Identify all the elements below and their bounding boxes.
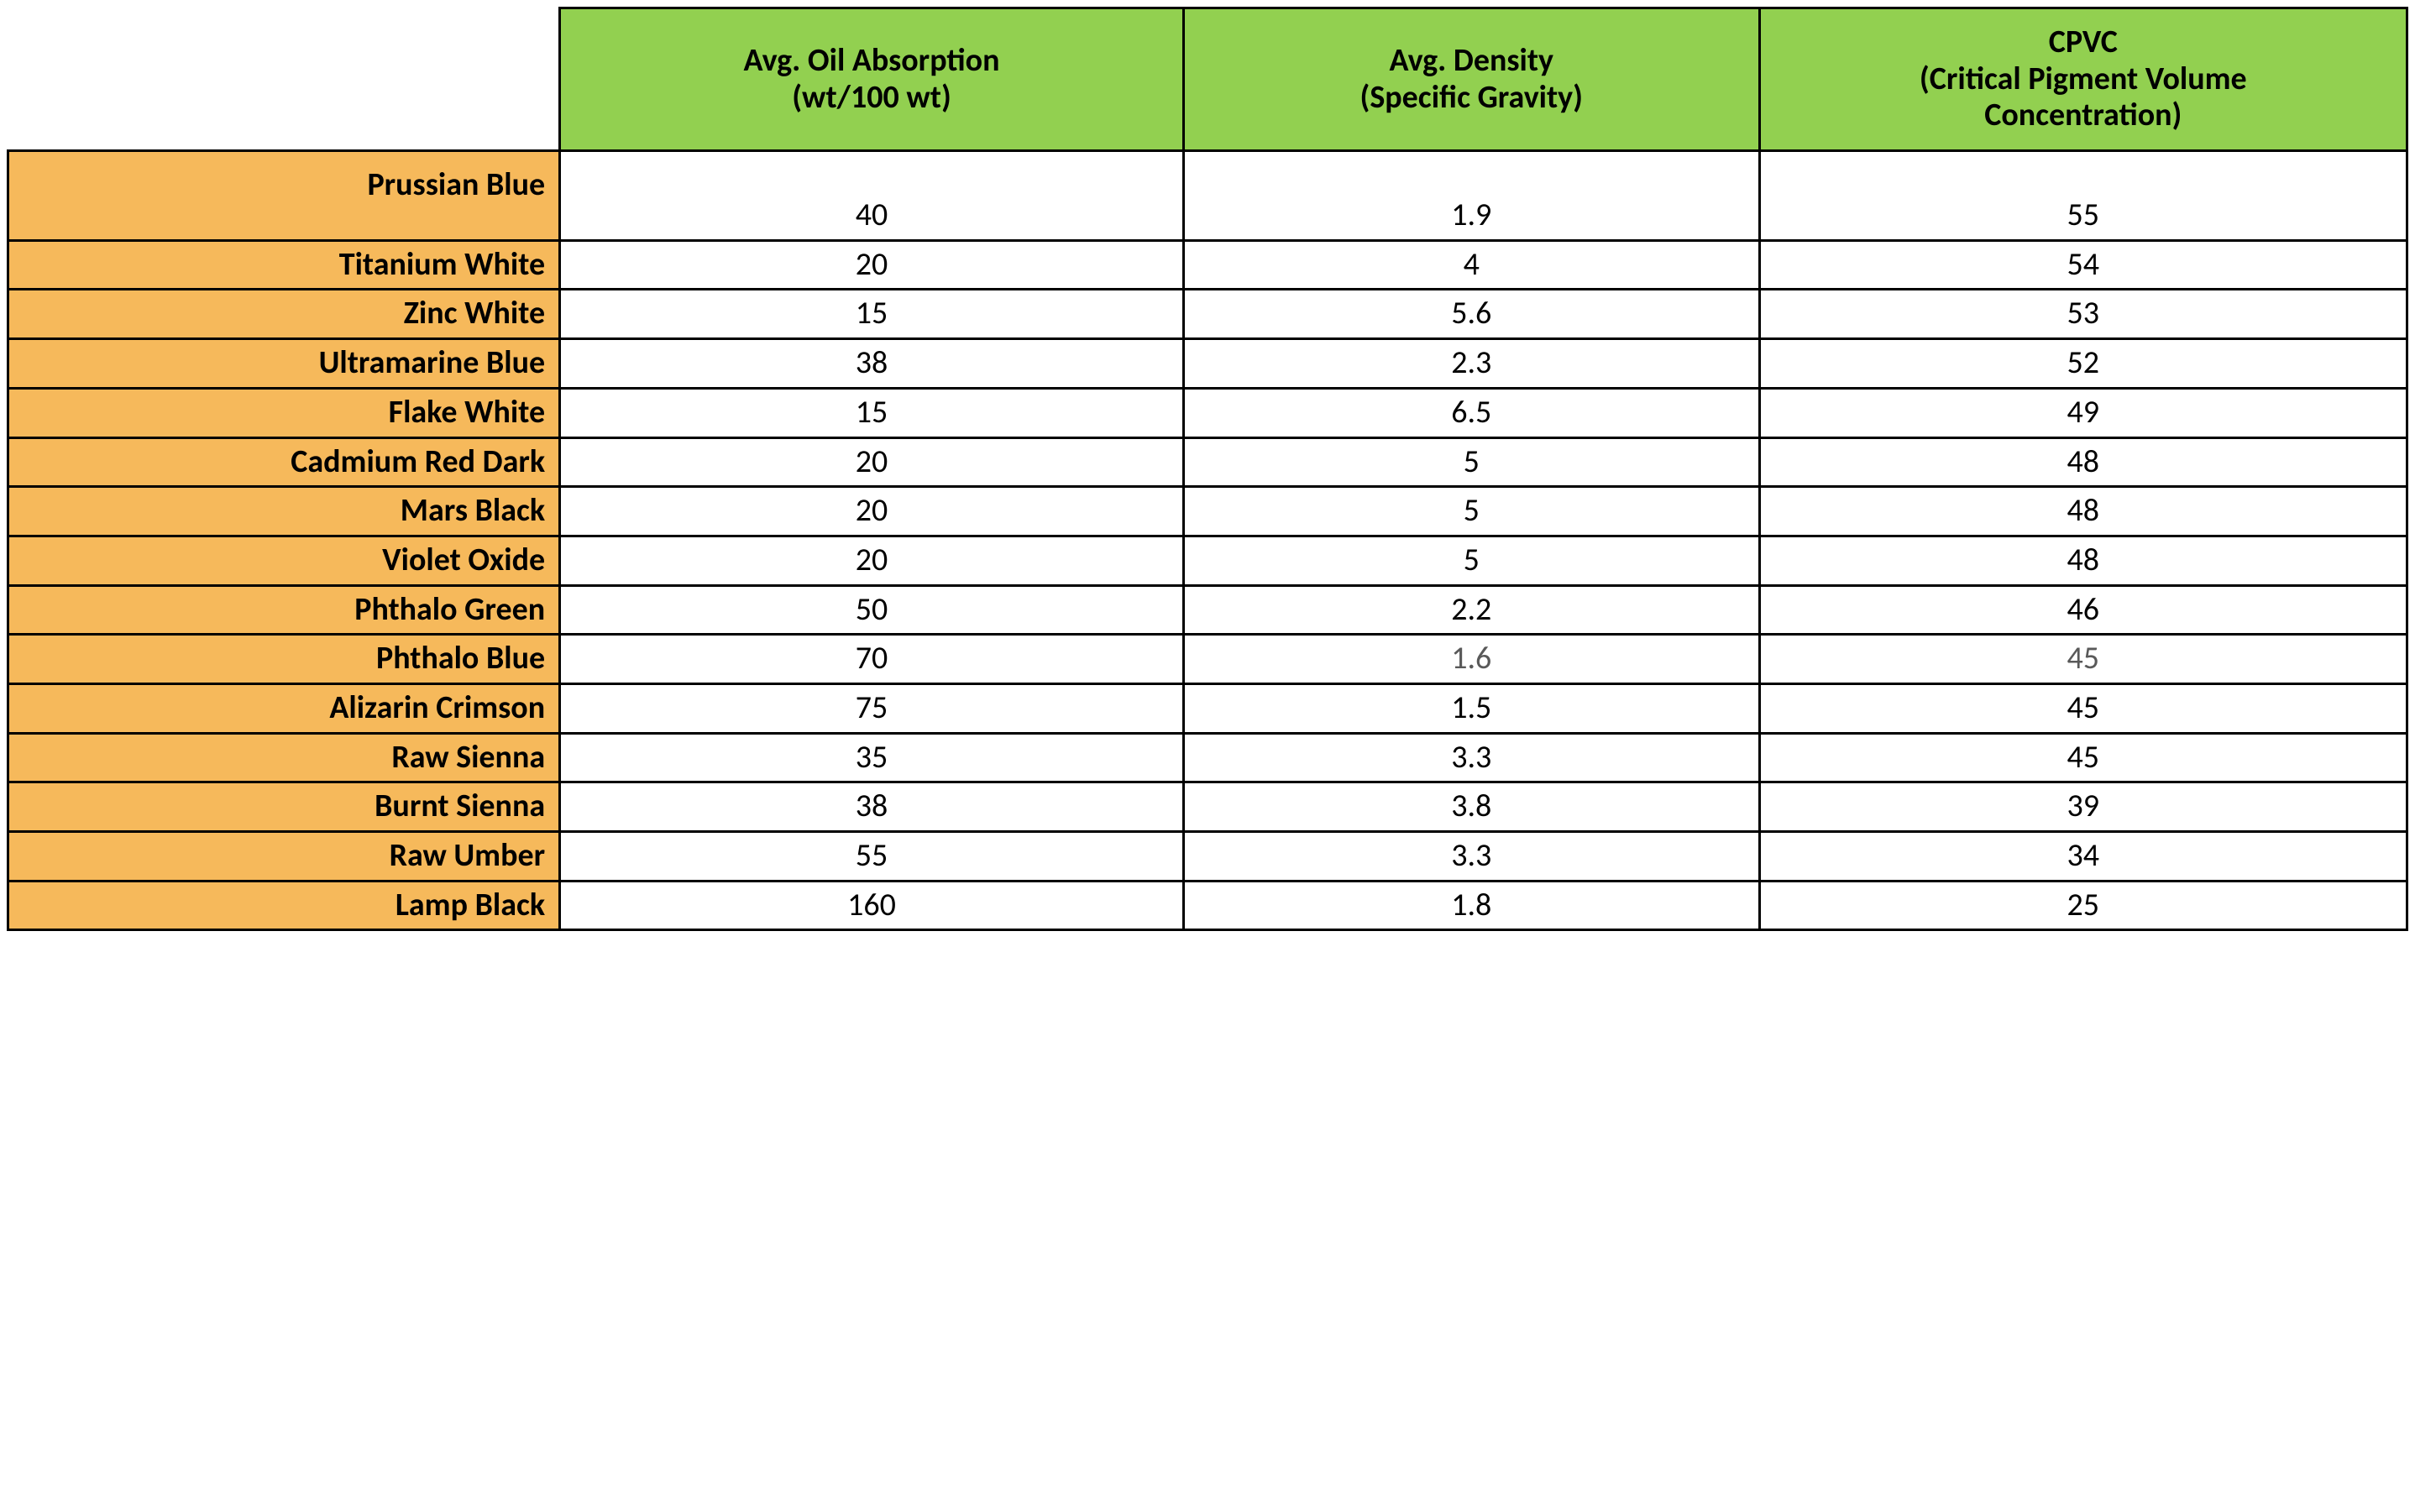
cell-cpvc: 34 bbox=[1759, 832, 2407, 882]
cell-den: 2.3 bbox=[1183, 339, 1759, 389]
cell-cpvc: 45 bbox=[1759, 683, 2407, 733]
row-header: Raw Sienna bbox=[8, 733, 560, 782]
column-header-cpvc: CPVC(Critical Pigment VolumeConcentratio… bbox=[1759, 8, 2407, 151]
cell-cpvc: 52 bbox=[1759, 339, 2407, 389]
cell-den: 3.3 bbox=[1183, 733, 1759, 782]
cell-oil: 38 bbox=[560, 339, 1184, 389]
table-row: Ultramarine Blue382.352 bbox=[8, 339, 2407, 389]
table-row: Prussian Blue401.955 bbox=[8, 151, 2407, 241]
cell-cpvc: 54 bbox=[1759, 240, 2407, 290]
row-header: Mars Black bbox=[8, 487, 560, 536]
cell-oil: 75 bbox=[560, 683, 1184, 733]
cell-oil: 15 bbox=[560, 388, 1184, 437]
cell-oil: 160 bbox=[560, 881, 1184, 930]
cell-oil: 20 bbox=[560, 437, 1184, 487]
table-row: Mars Black20548 bbox=[8, 487, 2407, 536]
row-header: Burnt Sienna bbox=[8, 782, 560, 832]
pigment-table: Avg. Oil Absorption(wt/100 wt) Avg. Dens… bbox=[7, 7, 2408, 931]
cell-oil: 15 bbox=[560, 290, 1184, 339]
cell-cpvc: 45 bbox=[1759, 635, 2407, 684]
cell-den: 1.5 bbox=[1183, 683, 1759, 733]
cell-oil: 40 bbox=[560, 151, 1184, 241]
cell-oil: 35 bbox=[560, 733, 1184, 782]
header-corner bbox=[8, 8, 560, 151]
cell-cpvc: 45 bbox=[1759, 733, 2407, 782]
row-header: Ultramarine Blue bbox=[8, 339, 560, 389]
cell-cpvc: 46 bbox=[1759, 585, 2407, 635]
table-row: Alizarin Crimson751.545 bbox=[8, 683, 2407, 733]
cell-den: 5 bbox=[1183, 437, 1759, 487]
table-container: Avg. Oil Absorption(wt/100 wt) Avg. Dens… bbox=[0, 0, 2415, 938]
table-row: Phthalo Green502.246 bbox=[8, 585, 2407, 635]
row-header: Lamp Black bbox=[8, 881, 560, 930]
cell-den: 5.6 bbox=[1183, 290, 1759, 339]
table-row: Burnt Sienna383.839 bbox=[8, 782, 2407, 832]
row-header: Alizarin Crimson bbox=[8, 683, 560, 733]
cell-cpvc: 49 bbox=[1759, 388, 2407, 437]
cell-den: 4 bbox=[1183, 240, 1759, 290]
row-header: Phthalo Green bbox=[8, 585, 560, 635]
cell-oil: 55 bbox=[560, 832, 1184, 882]
table-header: Avg. Oil Absorption(wt/100 wt) Avg. Dens… bbox=[8, 8, 2407, 151]
cell-cpvc: 48 bbox=[1759, 536, 2407, 585]
table-row: Lamp Black1601.825 bbox=[8, 881, 2407, 930]
cell-cpvc: 25 bbox=[1759, 881, 2407, 930]
table-row: Cadmium Red Dark20548 bbox=[8, 437, 2407, 487]
cell-cpvc: 39 bbox=[1759, 782, 2407, 832]
cell-den: 5 bbox=[1183, 536, 1759, 585]
cell-oil: 20 bbox=[560, 240, 1184, 290]
cell-den: 6.5 bbox=[1183, 388, 1759, 437]
table-body: Prussian Blue401.955Titanium White20454Z… bbox=[8, 151, 2407, 930]
cell-oil: 20 bbox=[560, 536, 1184, 585]
cell-oil: 50 bbox=[560, 585, 1184, 635]
row-header: Prussian Blue bbox=[8, 151, 560, 241]
cell-den: 1.6 bbox=[1183, 635, 1759, 684]
table-row: Raw Umber553.334 bbox=[8, 832, 2407, 882]
cell-cpvc: 48 bbox=[1759, 487, 2407, 536]
row-header: Zinc White bbox=[8, 290, 560, 339]
cell-den: 3.3 bbox=[1183, 832, 1759, 882]
table-row: Raw Sienna353.345 bbox=[8, 733, 2407, 782]
cell-cpvc: 48 bbox=[1759, 437, 2407, 487]
cell-den: 1.8 bbox=[1183, 881, 1759, 930]
column-header-oil: Avg. Oil Absorption(wt/100 wt) bbox=[560, 8, 1184, 151]
row-header: Phthalo Blue bbox=[8, 635, 560, 684]
table-row: Flake White156.549 bbox=[8, 388, 2407, 437]
cell-den: 2.2 bbox=[1183, 585, 1759, 635]
row-header: Violet Oxide bbox=[8, 536, 560, 585]
row-header: Titanium White bbox=[8, 240, 560, 290]
table-row: Violet Oxide20548 bbox=[8, 536, 2407, 585]
cell-oil: 38 bbox=[560, 782, 1184, 832]
table-row: Zinc White155.653 bbox=[8, 290, 2407, 339]
cell-den: 5 bbox=[1183, 487, 1759, 536]
table-row: Phthalo Blue701.645 bbox=[8, 635, 2407, 684]
row-header: Raw Umber bbox=[8, 832, 560, 882]
row-header: Cadmium Red Dark bbox=[8, 437, 560, 487]
cell-oil: 20 bbox=[560, 487, 1184, 536]
cell-den: 1.9 bbox=[1183, 151, 1759, 241]
cell-oil: 70 bbox=[560, 635, 1184, 684]
row-header: Flake White bbox=[8, 388, 560, 437]
table-row: Titanium White20454 bbox=[8, 240, 2407, 290]
cell-cpvc: 55 bbox=[1759, 151, 2407, 241]
cell-den: 3.8 bbox=[1183, 782, 1759, 832]
column-header-density: Avg. Density(Specific Gravity) bbox=[1183, 8, 1759, 151]
cell-cpvc: 53 bbox=[1759, 290, 2407, 339]
